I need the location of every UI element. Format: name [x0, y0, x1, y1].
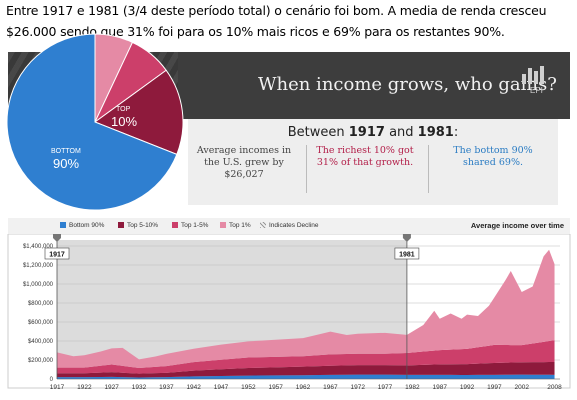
x-tick-label: 2002 [514, 384, 529, 391]
pie-value-bottom: 90% [53, 156, 79, 171]
pie-label-bottom: BOTTOM [51, 148, 81, 155]
area-series-top-1-5- [57, 340, 555, 374]
legend-item-top-1: Top 1% [220, 222, 251, 229]
x-tick-label: 1932 [132, 384, 147, 391]
y-tick-label: $400,000 [28, 339, 54, 345]
area-series-top-5-10- [57, 361, 555, 378]
x-tick-label: 1927 [104, 384, 119, 391]
chart-legend: Bottom 90% Top 5-10% Top 1-5% Top 1% Ind… [8, 218, 570, 234]
x-tick-label: 2008 [547, 384, 562, 391]
info-richest-text: The richest 10% got 31% of that growth. [316, 145, 414, 168]
info-box: Between 1917 and 1981: Average incomes i… [188, 119, 558, 205]
x-tick-label: 1947 [214, 384, 229, 391]
chart-title: Average income over time [470, 221, 564, 230]
x-tick-label: 1997 [487, 384, 502, 391]
y-tick-label: $800,000 [28, 301, 54, 307]
marker-label-1981: 1981 [399, 252, 415, 259]
x-tick-label: 1962 [296, 384, 311, 391]
y-tick-label: 0 [50, 377, 54, 383]
pie-label-top: TOP [116, 106, 131, 113]
logo-text: EPI [530, 86, 543, 95]
x-tick-label: 1972 [350, 384, 365, 391]
marker-label-box-1917 [44, 247, 70, 260]
x-tick-label: 1937 [159, 384, 174, 391]
pie-value-top: 10% [111, 114, 137, 129]
divider [428, 145, 429, 193]
y-tick-label: $1,200,000 [23, 263, 54, 269]
marker-label-1917: 1917 [49, 252, 65, 259]
pie-slice-bottom-90 [6, 33, 178, 210]
caption-line-1: Entre 1917 e 1981 (3/4 deste período tot… [6, 3, 547, 18]
x-tick-label: 1987 [432, 384, 447, 391]
caption-text: Entre 1917 e 1981 (3/4 deste período tot… [6, 0, 571, 42]
x-tick-label: 1982 [405, 384, 420, 391]
x-tick-label: 1977 [378, 384, 393, 391]
info-growth-text: Average incomes in the U.S. grew by $26,02… [196, 145, 292, 180]
legend-item-top-1-5: Top 1-5% [172, 222, 208, 229]
pie-slice-top-5-10- [93, 69, 184, 156]
legend-item-top-5-10: Top 5-10% [118, 222, 158, 229]
divider [306, 145, 307, 193]
x-tick-label: 1967 [323, 384, 338, 391]
x-tick-label: 1942 [186, 384, 201, 391]
legend-item-bottom-90: Bottom 90% [60, 222, 104, 229]
epi-logo-icon: EPI [518, 64, 552, 98]
x-tick-label: 1952 [241, 384, 256, 391]
caption-line-2: $26.000 sendo que 31% foi para os 10% ma… [6, 24, 505, 39]
x-tick-label: 1917 [50, 384, 65, 391]
area-series-bottom-90- [57, 374, 555, 379]
banner-title: When income grows, who gains? [258, 74, 557, 95]
x-tick-label: 1992 [460, 384, 475, 391]
x-tick-label: 1957 [268, 384, 283, 391]
area-series-top-1- [57, 249, 555, 368]
marker-label-box-1981 [394, 247, 420, 260]
y-tick-label: $200,000 [28, 358, 54, 364]
info-bottom-text: The bottom 90% shared 69%. [453, 145, 533, 168]
y-tick-label: $1,000,000 [23, 282, 54, 288]
area-chart: 0 $200,000 $400,000 $600,000 $800,000 $1,000,… [7, 234, 571, 391]
x-tick-label: 1922 [77, 384, 92, 391]
y-tick-label: $1,400,000 [23, 244, 54, 250]
info-subtitle: Between 1917 and 1981: [287, 125, 459, 140]
legend-item-decline: Indicates Decline [260, 222, 319, 229]
marker-handle-1917 [53, 234, 61, 242]
marker-handle-1981 [402, 234, 411, 242]
y-tick-label: $600,000 [28, 320, 54, 326]
